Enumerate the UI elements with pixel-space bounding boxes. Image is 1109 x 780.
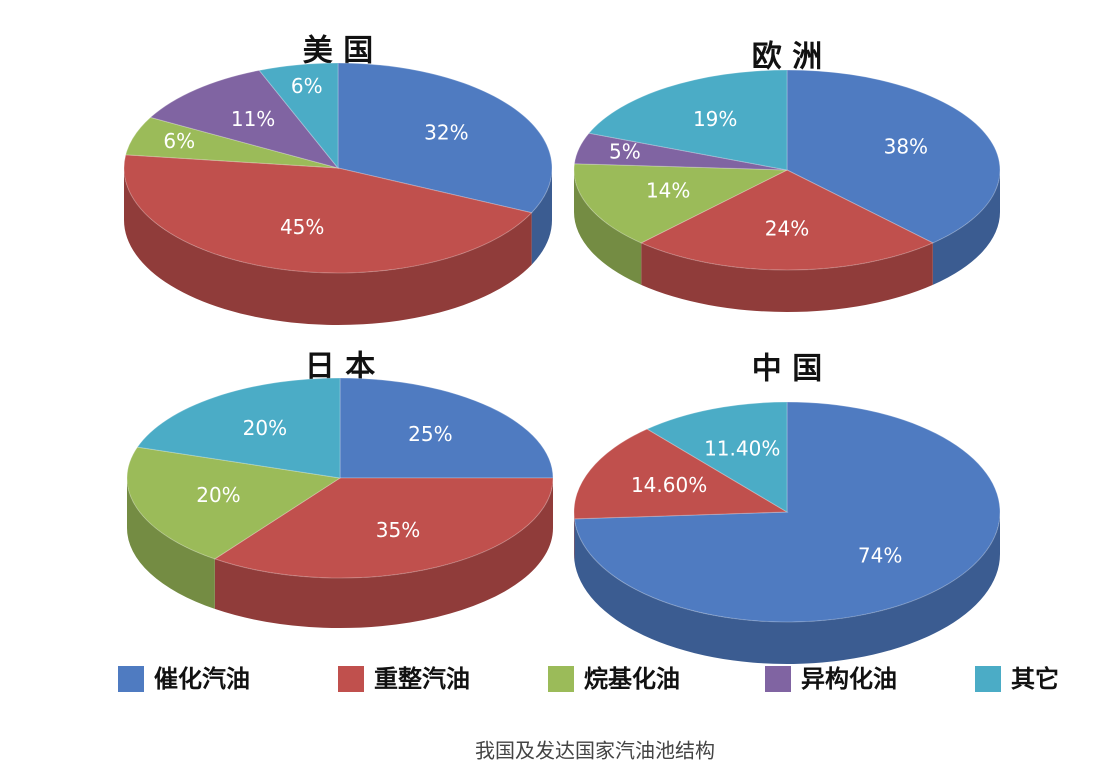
chart-title: 美 国	[303, 34, 373, 69]
slice	[337, 62, 553, 214]
value-label: 19%	[693, 107, 737, 131]
legend-label: 异构化油	[801, 665, 897, 693]
value-label: 11.40%	[704, 437, 780, 461]
legend-label: 其它	[1011, 665, 1059, 693]
slice	[136, 377, 341, 479]
chart-title: 欧 洲	[752, 40, 822, 75]
slice-side	[123, 168, 532, 325]
slice	[149, 69, 340, 169]
caption: 我国及发达国家汽油池结构	[475, 739, 715, 763]
value-label: 11%	[231, 107, 275, 131]
value-label: 38%	[884, 134, 928, 158]
value-label: 24%	[765, 217, 809, 241]
legend-swatch	[118, 666, 144, 692]
slice-side	[574, 170, 642, 285]
slice-side	[531, 168, 552, 265]
chart-title: 中 国	[752, 352, 822, 387]
slice-side	[214, 478, 553, 628]
value-label: 20%	[243, 416, 287, 440]
value-label: 5%	[609, 139, 641, 163]
slice	[573, 163, 788, 244]
value-label: 74%	[858, 544, 902, 568]
value-label: 45%	[280, 215, 324, 239]
slice-side	[126, 478, 215, 609]
slice	[213, 477, 554, 579]
value-label: 20%	[196, 483, 240, 507]
slice-side	[574, 512, 1000, 665]
value-label: 14.60%	[631, 473, 707, 497]
legend-label: 催化汽油	[154, 665, 250, 693]
value-label: 6%	[291, 74, 323, 98]
slice	[640, 169, 934, 271]
legend-label: 重整汽油	[374, 665, 470, 693]
slice	[123, 154, 533, 274]
slice	[339, 377, 554, 479]
slice	[573, 428, 789, 520]
legend-swatch	[975, 666, 1001, 692]
slice	[258, 62, 339, 170]
value-label: 25%	[408, 422, 452, 446]
slice-side	[641, 242, 933, 312]
value-label: 6%	[163, 129, 195, 153]
value-label: 14%	[646, 179, 690, 203]
legend-swatch	[338, 666, 364, 692]
value-label: 35%	[376, 518, 420, 542]
slice	[125, 116, 339, 169]
slice	[646, 401, 788, 513]
slice	[573, 132, 788, 171]
slice	[573, 401, 1001, 623]
slice	[588, 69, 788, 171]
slice-side	[932, 170, 1000, 285]
legend-swatch	[548, 666, 574, 692]
legend-swatch	[765, 666, 791, 692]
slice	[786, 69, 1001, 244]
value-label: 32%	[424, 121, 468, 145]
slice	[126, 446, 342, 560]
legend-label: 烷基化油	[584, 665, 680, 693]
